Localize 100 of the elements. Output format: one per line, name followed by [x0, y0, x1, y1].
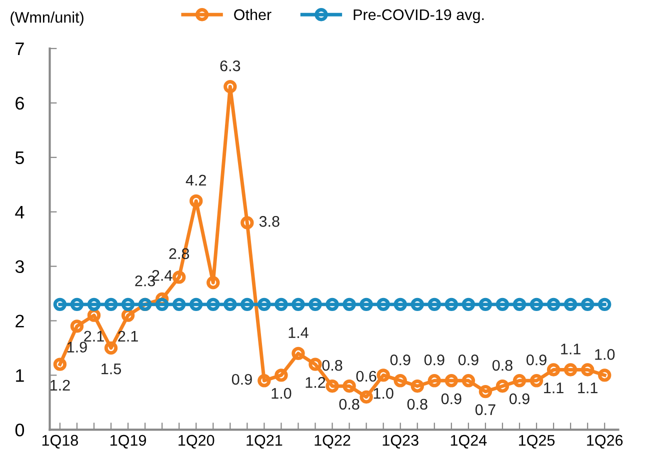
data-label: 0.8 [339, 398, 360, 410]
point [360, 298, 373, 312]
point [444, 298, 458, 312]
data-label: 1.4 [288, 327, 308, 338]
point [342, 380, 356, 393]
legend-label: Pre-COVID-19 avg. [354, 9, 484, 24]
y-tick-label: 7 [16, 42, 24, 56]
point [512, 374, 526, 388]
x-tick-label: 1Q19 [110, 434, 146, 448]
x-tick-label: 1Q24 [450, 434, 487, 448]
data-label: 1.5 [102, 364, 121, 374]
point [360, 390, 373, 404]
point [496, 380, 510, 393]
data-label: 0.6 [356, 370, 376, 382]
legend-label: Other [234, 8, 272, 20]
data-label: 0.9 [526, 354, 546, 366]
point [53, 298, 67, 312]
point [546, 298, 560, 312]
point [428, 374, 441, 388]
point [240, 298, 254, 312]
data-label: 0.9 [232, 374, 252, 385]
point [240, 216, 254, 230]
point [428, 298, 441, 312]
data-label: 1.1 [544, 382, 564, 394]
y-tick-label: 3 [15, 260, 24, 274]
point [87, 298, 101, 312]
point [258, 374, 271, 388]
point [462, 298, 476, 312]
point [258, 298, 271, 312]
point [155, 298, 169, 312]
data-label: 1.0 [272, 388, 292, 399]
x-tick-label: 1Q18 [42, 434, 78, 448]
point [376, 298, 390, 312]
data-label: 1.2 [306, 377, 326, 388]
data-label: 0.9 [509, 393, 530, 404]
x-tick-label: 1Q25 [519, 434, 555, 448]
data-label: 1.1 [578, 382, 598, 394]
point [462, 374, 476, 388]
point [121, 298, 135, 312]
point [172, 298, 186, 312]
point [190, 194, 203, 208]
x-tick-label: 1Q22 [314, 434, 350, 448]
point [564, 298, 578, 312]
y-tick-label: 6 [16, 96, 24, 110]
point [512, 298, 526, 312]
data-label: 0.8 [322, 360, 342, 371]
data-label: 1.2 [50, 380, 70, 390]
point [206, 276, 220, 290]
point [342, 298, 356, 312]
point [478, 384, 492, 398]
point [104, 341, 118, 355]
point [308, 358, 322, 371]
point [598, 368, 612, 382]
point [376, 368, 390, 382]
point [206, 298, 220, 312]
point [580, 298, 594, 312]
point [224, 298, 237, 312]
y-tick-label: 4 [15, 206, 24, 218]
point [292, 298, 305, 312]
y-tick-label: 0 [15, 424, 24, 436]
point [444, 374, 458, 388]
point [190, 298, 203, 312]
point [53, 358, 67, 371]
point [478, 298, 492, 312]
data-label: 1.0 [595, 349, 615, 360]
x-tick-label: 1Q20 [178, 434, 214, 448]
point [224, 80, 237, 94]
data-label: 4.2 [186, 174, 206, 186]
point [70, 320, 84, 333]
point [496, 298, 510, 312]
point [104, 298, 118, 312]
point [70, 298, 84, 312]
point [172, 270, 186, 284]
point [326, 298, 339, 312]
data-label: 1.0 [374, 388, 394, 399]
point [546, 363, 560, 376]
point [326, 380, 339, 393]
point [530, 298, 544, 312]
point [274, 298, 288, 312]
y-tick-label: 1 [16, 369, 24, 382]
x-tick-label: 1Q21 [246, 434, 282, 448]
data-label: 0.9 [424, 354, 444, 366]
point [580, 363, 594, 376]
point [394, 374, 407, 388]
y-tick-label: 2 [16, 314, 24, 328]
point [410, 298, 424, 312]
data-label: 0.8 [492, 360, 512, 371]
point [564, 363, 578, 376]
data-label: 6.3 [220, 60, 240, 72]
x-tick-label: 1Q26 [587, 434, 623, 448]
point [292, 346, 305, 360]
data-label: 1.1 [561, 344, 580, 354]
point [274, 368, 288, 382]
point [410, 380, 424, 393]
point [394, 298, 407, 312]
point [530, 374, 544, 388]
data-label: 0.8 [407, 398, 428, 410]
point [598, 298, 612, 312]
y-tick-label: 5 [15, 152, 24, 164]
data-label: 0.9 [458, 354, 478, 366]
